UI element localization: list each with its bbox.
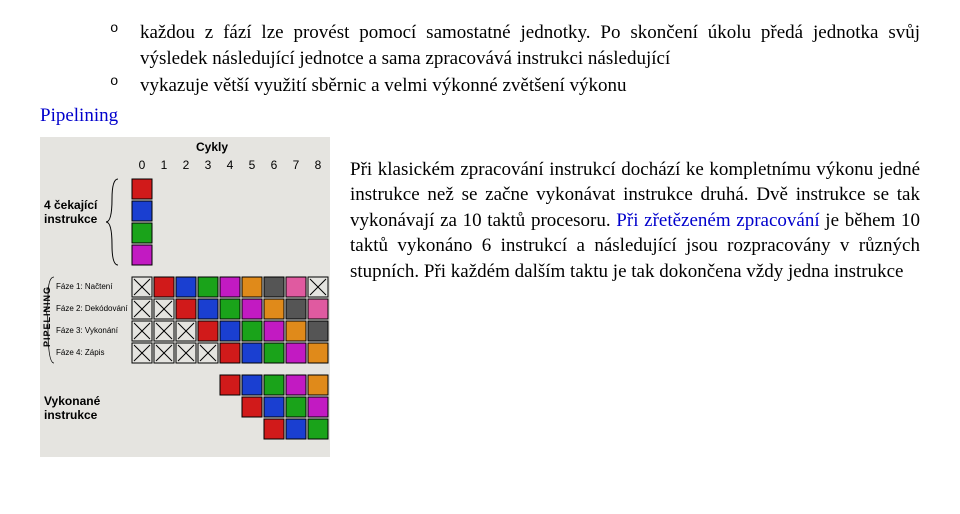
svg-text:3: 3 — [205, 158, 212, 172]
svg-text:1: 1 — [161, 158, 168, 172]
svg-text:instrukce: instrukce — [44, 408, 98, 422]
svg-text:Cykly: Cykly — [196, 140, 228, 154]
bullet-marker: o — [110, 20, 140, 71]
bullet-list: o každou z fází lze provést pomocí samos… — [110, 20, 920, 99]
pipelining-diagram: Cykly0123456784 čekajícíinstrukcePIPELIN… — [40, 137, 330, 465]
svg-text:6: 6 — [271, 158, 278, 172]
svg-text:7: 7 — [293, 158, 300, 172]
svg-text:2: 2 — [183, 158, 190, 172]
content-row: Cykly0123456784 čekajícíinstrukcePIPELIN… — [40, 137, 920, 465]
svg-text:8: 8 — [315, 158, 322, 172]
svg-text:Fáze 4: Zápis: Fáze 4: Zápis — [56, 348, 104, 357]
bullet-marker: o — [110, 73, 140, 99]
para-highlight: Při zřetězeném zpracování — [616, 210, 819, 231]
svg-text:0: 0 — [139, 158, 146, 172]
svg-text:Fáze 2: Dekódování: Fáze 2: Dekódování — [56, 304, 128, 313]
svg-text:Vykonané: Vykonané — [44, 394, 101, 408]
pipelining-heading: Pipelining — [40, 103, 920, 129]
svg-text:Fáze 3: Vykonání: Fáze 3: Vykonání — [56, 326, 119, 335]
svg-text:5: 5 — [249, 158, 256, 172]
bullet-item: o vykazuje větší využití sběrnic a velmi… — [110, 73, 920, 99]
bullet-item: o každou z fází lze provést pomocí samos… — [110, 20, 920, 71]
svg-text:Fáze 1: Načtení: Fáze 1: Načtení — [56, 282, 113, 291]
bullet-text: každou z fází lze provést pomocí samosta… — [140, 20, 920, 71]
bullet-text: vykazuje větší využití sběrnic a velmi v… — [140, 73, 920, 99]
diagram-svg: Cykly0123456784 čekajícíinstrukcePIPELIN… — [40, 137, 330, 457]
svg-text:4: 4 — [227, 158, 234, 172]
svg-text:4 čekající: 4 čekající — [44, 198, 98, 212]
paragraph: Při klasickém zpracování instrukcí dochá… — [350, 137, 920, 285]
svg-text:PIPELINING: PIPELINING — [42, 286, 52, 347]
svg-text:instrukce: instrukce — [44, 212, 98, 226]
